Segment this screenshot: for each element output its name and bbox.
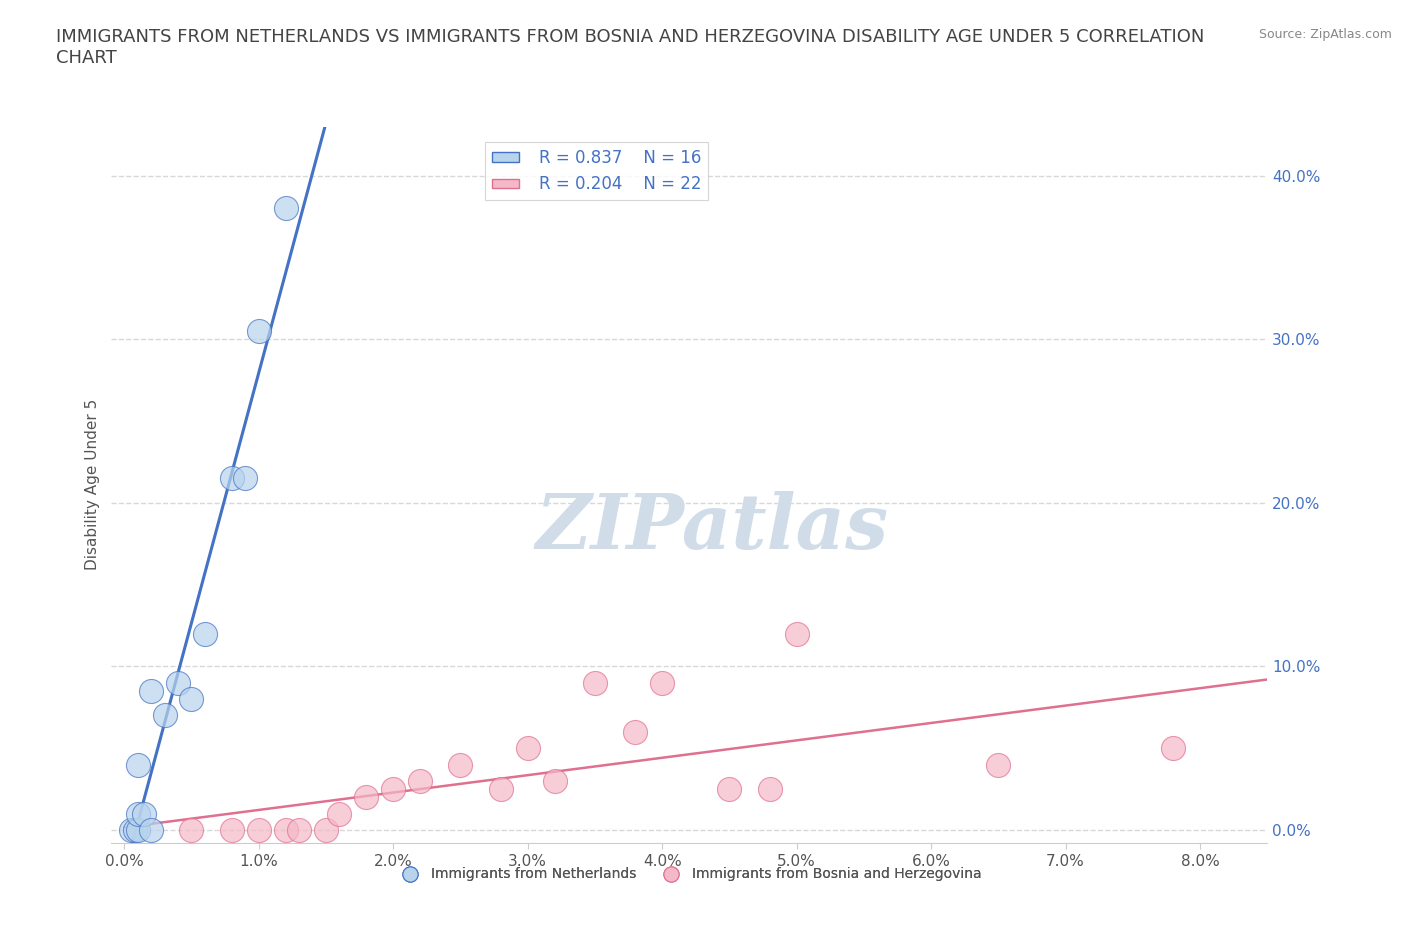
Y-axis label: Disability Age Under 5: Disability Age Under 5: [86, 399, 100, 570]
Point: [127, 757, 149, 772]
Point: [221, 471, 243, 485]
Point: [987, 757, 1010, 772]
Point: [315, 822, 337, 837]
Point: [543, 774, 565, 789]
Point: [583, 675, 606, 690]
Point: [167, 675, 190, 690]
Point: [153, 708, 176, 723]
Point: [624, 724, 647, 739]
Point: [758, 781, 780, 796]
Text: Source: ZipAtlas.com: Source: ZipAtlas.com: [1258, 28, 1392, 41]
Point: [786, 626, 808, 641]
Point: [354, 790, 377, 804]
Point: [288, 822, 311, 837]
Point: [247, 822, 270, 837]
Point: [221, 822, 243, 837]
Point: [124, 822, 146, 837]
Text: ZIPatlas: ZIPatlas: [536, 491, 889, 565]
Point: [127, 822, 149, 837]
Point: [127, 806, 149, 821]
Point: [180, 822, 202, 837]
Point: [516, 741, 538, 756]
Point: [139, 684, 162, 698]
Point: [718, 781, 741, 796]
Point: [247, 324, 270, 339]
Legend: Immigrants from Netherlands, Immigrants from Bosnia and Herzegovina: Immigrants from Netherlands, Immigrants …: [391, 861, 987, 886]
Point: [194, 626, 217, 641]
Point: [180, 692, 202, 707]
Point: [382, 781, 405, 796]
Point: [134, 806, 156, 821]
Point: [274, 201, 297, 216]
Point: [120, 822, 142, 837]
Text: IMMIGRANTS FROM NETHERLANDS VS IMMIGRANTS FROM BOSNIA AND HERZEGOVINA DISABILITY: IMMIGRANTS FROM NETHERLANDS VS IMMIGRANT…: [56, 28, 1205, 67]
Point: [1161, 741, 1184, 756]
Point: [449, 757, 471, 772]
Point: [328, 806, 350, 821]
Point: [651, 675, 673, 690]
Point: [409, 774, 432, 789]
Point: [139, 822, 162, 837]
Point: [233, 471, 256, 485]
Point: [274, 822, 297, 837]
Point: [489, 781, 512, 796]
